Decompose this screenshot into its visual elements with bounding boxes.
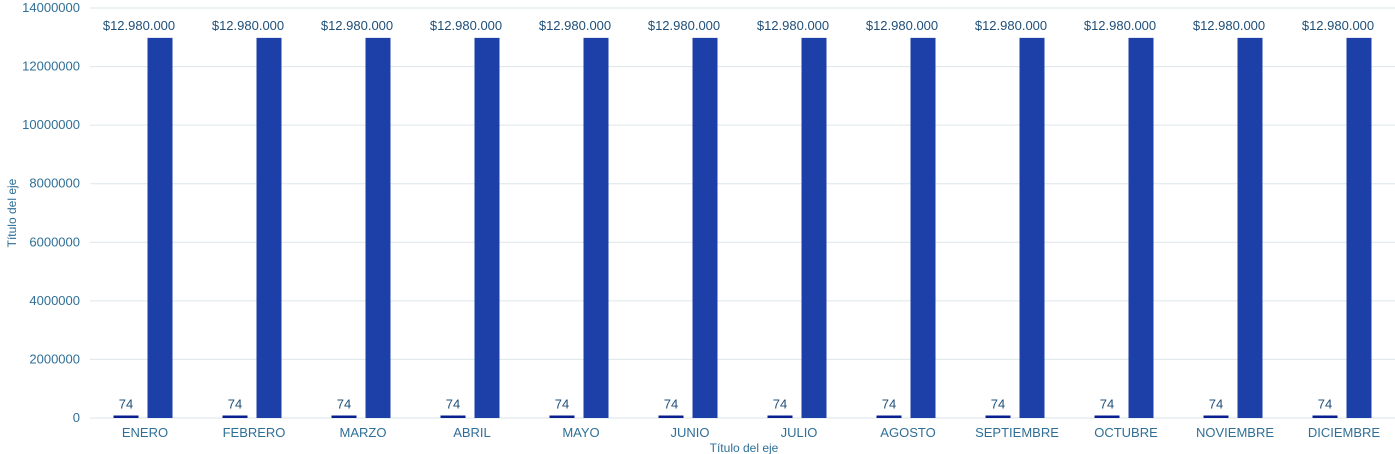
- bar-series-2: [583, 37, 609, 418]
- y-axis-title: Título del eje: [5, 178, 19, 247]
- bar-series-2: [910, 37, 936, 418]
- data-label-series-1: 74: [446, 397, 460, 412]
- data-label-series-1: 74: [1209, 397, 1223, 412]
- bar-series-1: [767, 415, 793, 418]
- x-tick-label: ENERO: [122, 425, 168, 440]
- data-label-series-2: $12.980.000: [212, 18, 284, 33]
- bar-series-1: [222, 415, 248, 418]
- data-label-series-1: 74: [773, 397, 787, 412]
- y-tick-label: 0: [73, 410, 80, 425]
- data-label-series-1: 74: [1100, 397, 1114, 412]
- bar-series-1: [440, 415, 466, 418]
- bar-series-1: [1094, 415, 1120, 418]
- y-axis: 0 2000000 4000000 6000000 8000000 10000000 120…: [22, 0, 80, 425]
- data-label-series-2: $12.980.000: [1302, 18, 1374, 33]
- data-label-series-1: 74: [337, 397, 351, 412]
- y-tick-label: 4000000: [29, 293, 80, 308]
- y-tick-label: 6000000: [29, 234, 80, 249]
- data-label-series-1: 74: [1318, 397, 1332, 412]
- data-label-series-2: $12.980.000: [757, 18, 829, 33]
- x-tick-label: ABRIL: [453, 425, 491, 440]
- bar-series-1: [113, 415, 139, 418]
- bar-series-2: [1237, 37, 1263, 418]
- grid-layer: [90, 7, 1395, 419]
- x-tick-label: NOVIEMBRE: [1196, 425, 1274, 440]
- data-label-series-2: $12.980.000: [103, 18, 175, 33]
- data-label-series-2: $12.980.000: [539, 18, 611, 33]
- data-label-series-1: 74: [991, 397, 1005, 412]
- x-tick-label: FEBRERO: [223, 425, 286, 440]
- bar-series-1: [658, 415, 684, 418]
- x-tick-label: JUNIO: [671, 425, 710, 440]
- data-label-series-2: $12.980.000: [430, 18, 502, 33]
- bar-series-2: [1019, 37, 1045, 418]
- bar-series-2: [147, 37, 173, 418]
- x-axis-title: Título del eje: [710, 441, 779, 454]
- bar-series-2: [365, 37, 391, 418]
- data-label-series-2: $12.980.000: [866, 18, 938, 33]
- y-tick-label: 14000000: [22, 0, 80, 15]
- data-label-series-2: $12.980.000: [1193, 18, 1265, 33]
- data-label-series-2: $12.980.000: [975, 18, 1047, 33]
- y-tick-label: 12000000: [22, 59, 80, 74]
- bar-series-1: [1312, 415, 1338, 418]
- x-tick-label: AGOSTO: [880, 425, 935, 440]
- y-tick-label: 2000000: [29, 351, 80, 366]
- y-tick-label: 10000000: [22, 117, 80, 132]
- bar-series-2: [692, 37, 718, 418]
- bar-series-1: [876, 415, 902, 418]
- bars-layer: [113, 37, 1372, 418]
- x-tick-label: JULIO: [781, 425, 818, 440]
- bar-series-2: [801, 37, 827, 418]
- x-tick-label: OCTUBRE: [1094, 425, 1158, 440]
- x-tick-label: SEPTIEMBRE: [975, 425, 1059, 440]
- x-axis: ENERO FEBRERO MARZO ABRIL MAYO JUNIO JULIO AGOS…: [122, 425, 1381, 440]
- data-label-series-2: $12.980.000: [1084, 18, 1156, 33]
- x-tick-label: DICIEMBRE: [1308, 425, 1381, 440]
- x-tick-label: MARZO: [340, 425, 387, 440]
- bar-series-2: [1128, 37, 1154, 418]
- data-labels-layer: 74 $12.980.000 74 $12.980.000 74 $12.980.000 7…: [103, 18, 1374, 412]
- data-label-series-2: $12.980.000: [648, 18, 720, 33]
- data-label-series-1: 74: [119, 397, 133, 412]
- data-label-series-1: 74: [555, 397, 569, 412]
- bar-series-1: [985, 415, 1011, 418]
- bar-series-1: [1203, 415, 1229, 418]
- bar-series-1: [549, 415, 575, 418]
- data-label-series-2: $12.980.000: [321, 18, 393, 33]
- bar-series-2: [474, 37, 500, 418]
- x-tick-label: MAYO: [562, 425, 599, 440]
- bar-series-2: [1346, 37, 1372, 418]
- data-label-series-1: 74: [664, 397, 678, 412]
- bar-series-2: [256, 37, 282, 418]
- data-label-series-1: 74: [228, 397, 242, 412]
- y-tick-label: 8000000: [29, 176, 80, 191]
- data-label-series-1: 74: [882, 397, 896, 412]
- bar-series-1: [331, 415, 357, 418]
